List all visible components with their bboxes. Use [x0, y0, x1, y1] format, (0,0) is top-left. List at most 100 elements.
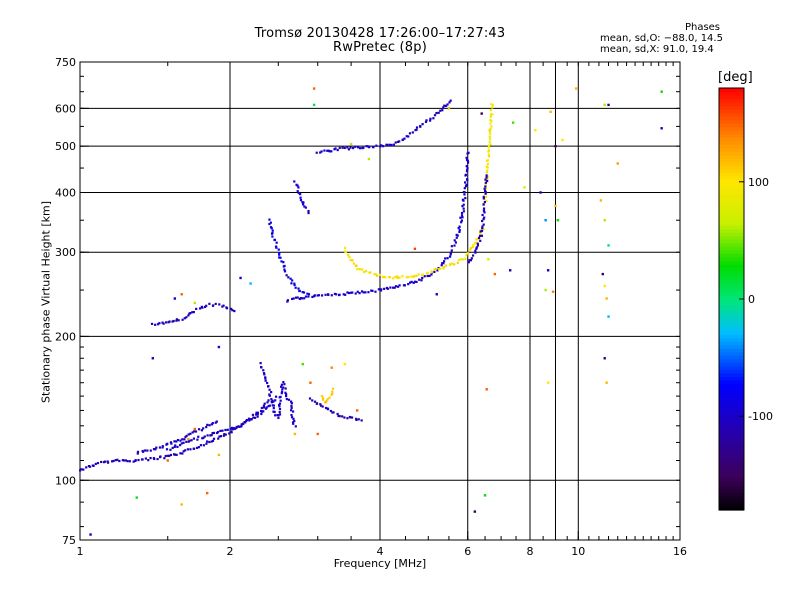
- trace-point: [478, 234, 482, 237]
- trace-point: [457, 226, 460, 230]
- scatter-point: [603, 103, 606, 107]
- trace-point: [321, 405, 324, 408]
- trace-point: [466, 178, 469, 181]
- colorbar-segment: [719, 172, 744, 177]
- colorbar-segment: [719, 256, 744, 261]
- trace-point: [179, 439, 182, 442]
- colorbar-segment: [719, 182, 744, 188]
- scatter-point: [534, 128, 537, 132]
- trace-point: [170, 442, 173, 445]
- trace-point: [184, 435, 187, 439]
- colorbar-segment: [719, 228, 744, 233]
- trace-point: [393, 286, 396, 289]
- trace-point: [410, 280, 413, 283]
- trace-point: [285, 395, 288, 398]
- scatter-point: [549, 110, 552, 114]
- scatter-point: [180, 503, 183, 506]
- trace-point: [433, 114, 437, 117]
- trace-point: [453, 239, 456, 242]
- scatter-point: [135, 496, 138, 499]
- trace-point: [144, 457, 147, 460]
- trace-point: [169, 448, 172, 451]
- colorbar-segment: [719, 411, 744, 416]
- chart-subtitle: RwPretec (8p): [333, 40, 427, 55]
- trace-point: [183, 438, 186, 441]
- trace-point: [229, 427, 232, 430]
- trace-point: [360, 419, 363, 422]
- trace-point: [458, 225, 461, 228]
- colorbar-segment: [719, 137, 744, 142]
- trace-point: [484, 185, 487, 188]
- trace-point: [300, 297, 304, 300]
- trace-point: [423, 275, 426, 278]
- trace-point: [429, 117, 432, 120]
- trace-point: [231, 309, 234, 312]
- trace-point: [469, 248, 472, 251]
- trace-point: [419, 124, 422, 128]
- trace-point: [136, 450, 140, 454]
- trace-point: [162, 322, 165, 325]
- trace-point: [446, 103, 449, 106]
- trace-point: [326, 149, 329, 152]
- trace-point: [370, 289, 373, 292]
- colorbar-segment: [719, 204, 744, 209]
- trace-point: [254, 413, 258, 416]
- scatter-point: [343, 362, 347, 366]
- trace-point: [111, 460, 114, 463]
- colorbar-segment: [719, 165, 744, 170]
- trace-point: [302, 291, 306, 294]
- trace-point: [330, 150, 333, 153]
- trace-point: [256, 415, 259, 418]
- trace-point: [180, 442, 183, 445]
- trace-point: [96, 461, 100, 465]
- trace-point: [240, 425, 243, 428]
- scatter-point: [554, 204, 557, 208]
- trace-point: [256, 411, 260, 414]
- trace-point: [453, 263, 456, 266]
- colorbar-segment: [719, 91, 744, 96]
- scatter-point: [293, 432, 297, 436]
- trace-point: [490, 103, 493, 106]
- scatter-point: [554, 144, 557, 148]
- scatter-point: [173, 297, 177, 300]
- trace-point: [262, 369, 265, 372]
- trace-point: [334, 147, 337, 150]
- colorbar-segment: [719, 295, 744, 300]
- x-tick-label: 8: [527, 545, 534, 558]
- trace-point: [176, 445, 179, 449]
- trace-point: [352, 262, 355, 265]
- scatter-point: [546, 381, 550, 384]
- trace-point: [315, 151, 318, 154]
- scatter-point: [508, 269, 512, 272]
- trace-point: [352, 146, 355, 150]
- colorbar-segment: [719, 158, 744, 163]
- trace-point: [106, 461, 110, 464]
- colorbar-segment: [719, 306, 744, 311]
- trace-point: [294, 425, 297, 428]
- scatter-point: [480, 112, 483, 115]
- trace-point: [281, 388, 284, 391]
- trace-point: [449, 253, 452, 256]
- trace-point: [486, 162, 489, 166]
- trace-point: [280, 383, 284, 386]
- trace-point: [169, 441, 173, 444]
- colorbar-segment: [719, 218, 744, 223]
- trace-point: [436, 269, 439, 272]
- colorbar-segment: [719, 474, 744, 479]
- trace-point: [362, 146, 365, 149]
- colorbar-segment: [719, 232, 744, 237]
- colorbar-segment: [719, 390, 744, 395]
- trace-point: [415, 126, 419, 129]
- trace-point: [270, 232, 274, 235]
- colorbar-segment: [719, 365, 744, 370]
- trace-point: [469, 247, 472, 250]
- colorbar-segment: [719, 288, 744, 293]
- trace-point: [293, 282, 296, 285]
- trace-point: [316, 294, 319, 297]
- trace-point: [263, 373, 266, 376]
- trace-point: [458, 229, 461, 232]
- trace-point: [94, 462, 97, 465]
- trace-point: [203, 435, 206, 438]
- colorbar-segment: [719, 492, 744, 497]
- trace-point: [196, 438, 199, 441]
